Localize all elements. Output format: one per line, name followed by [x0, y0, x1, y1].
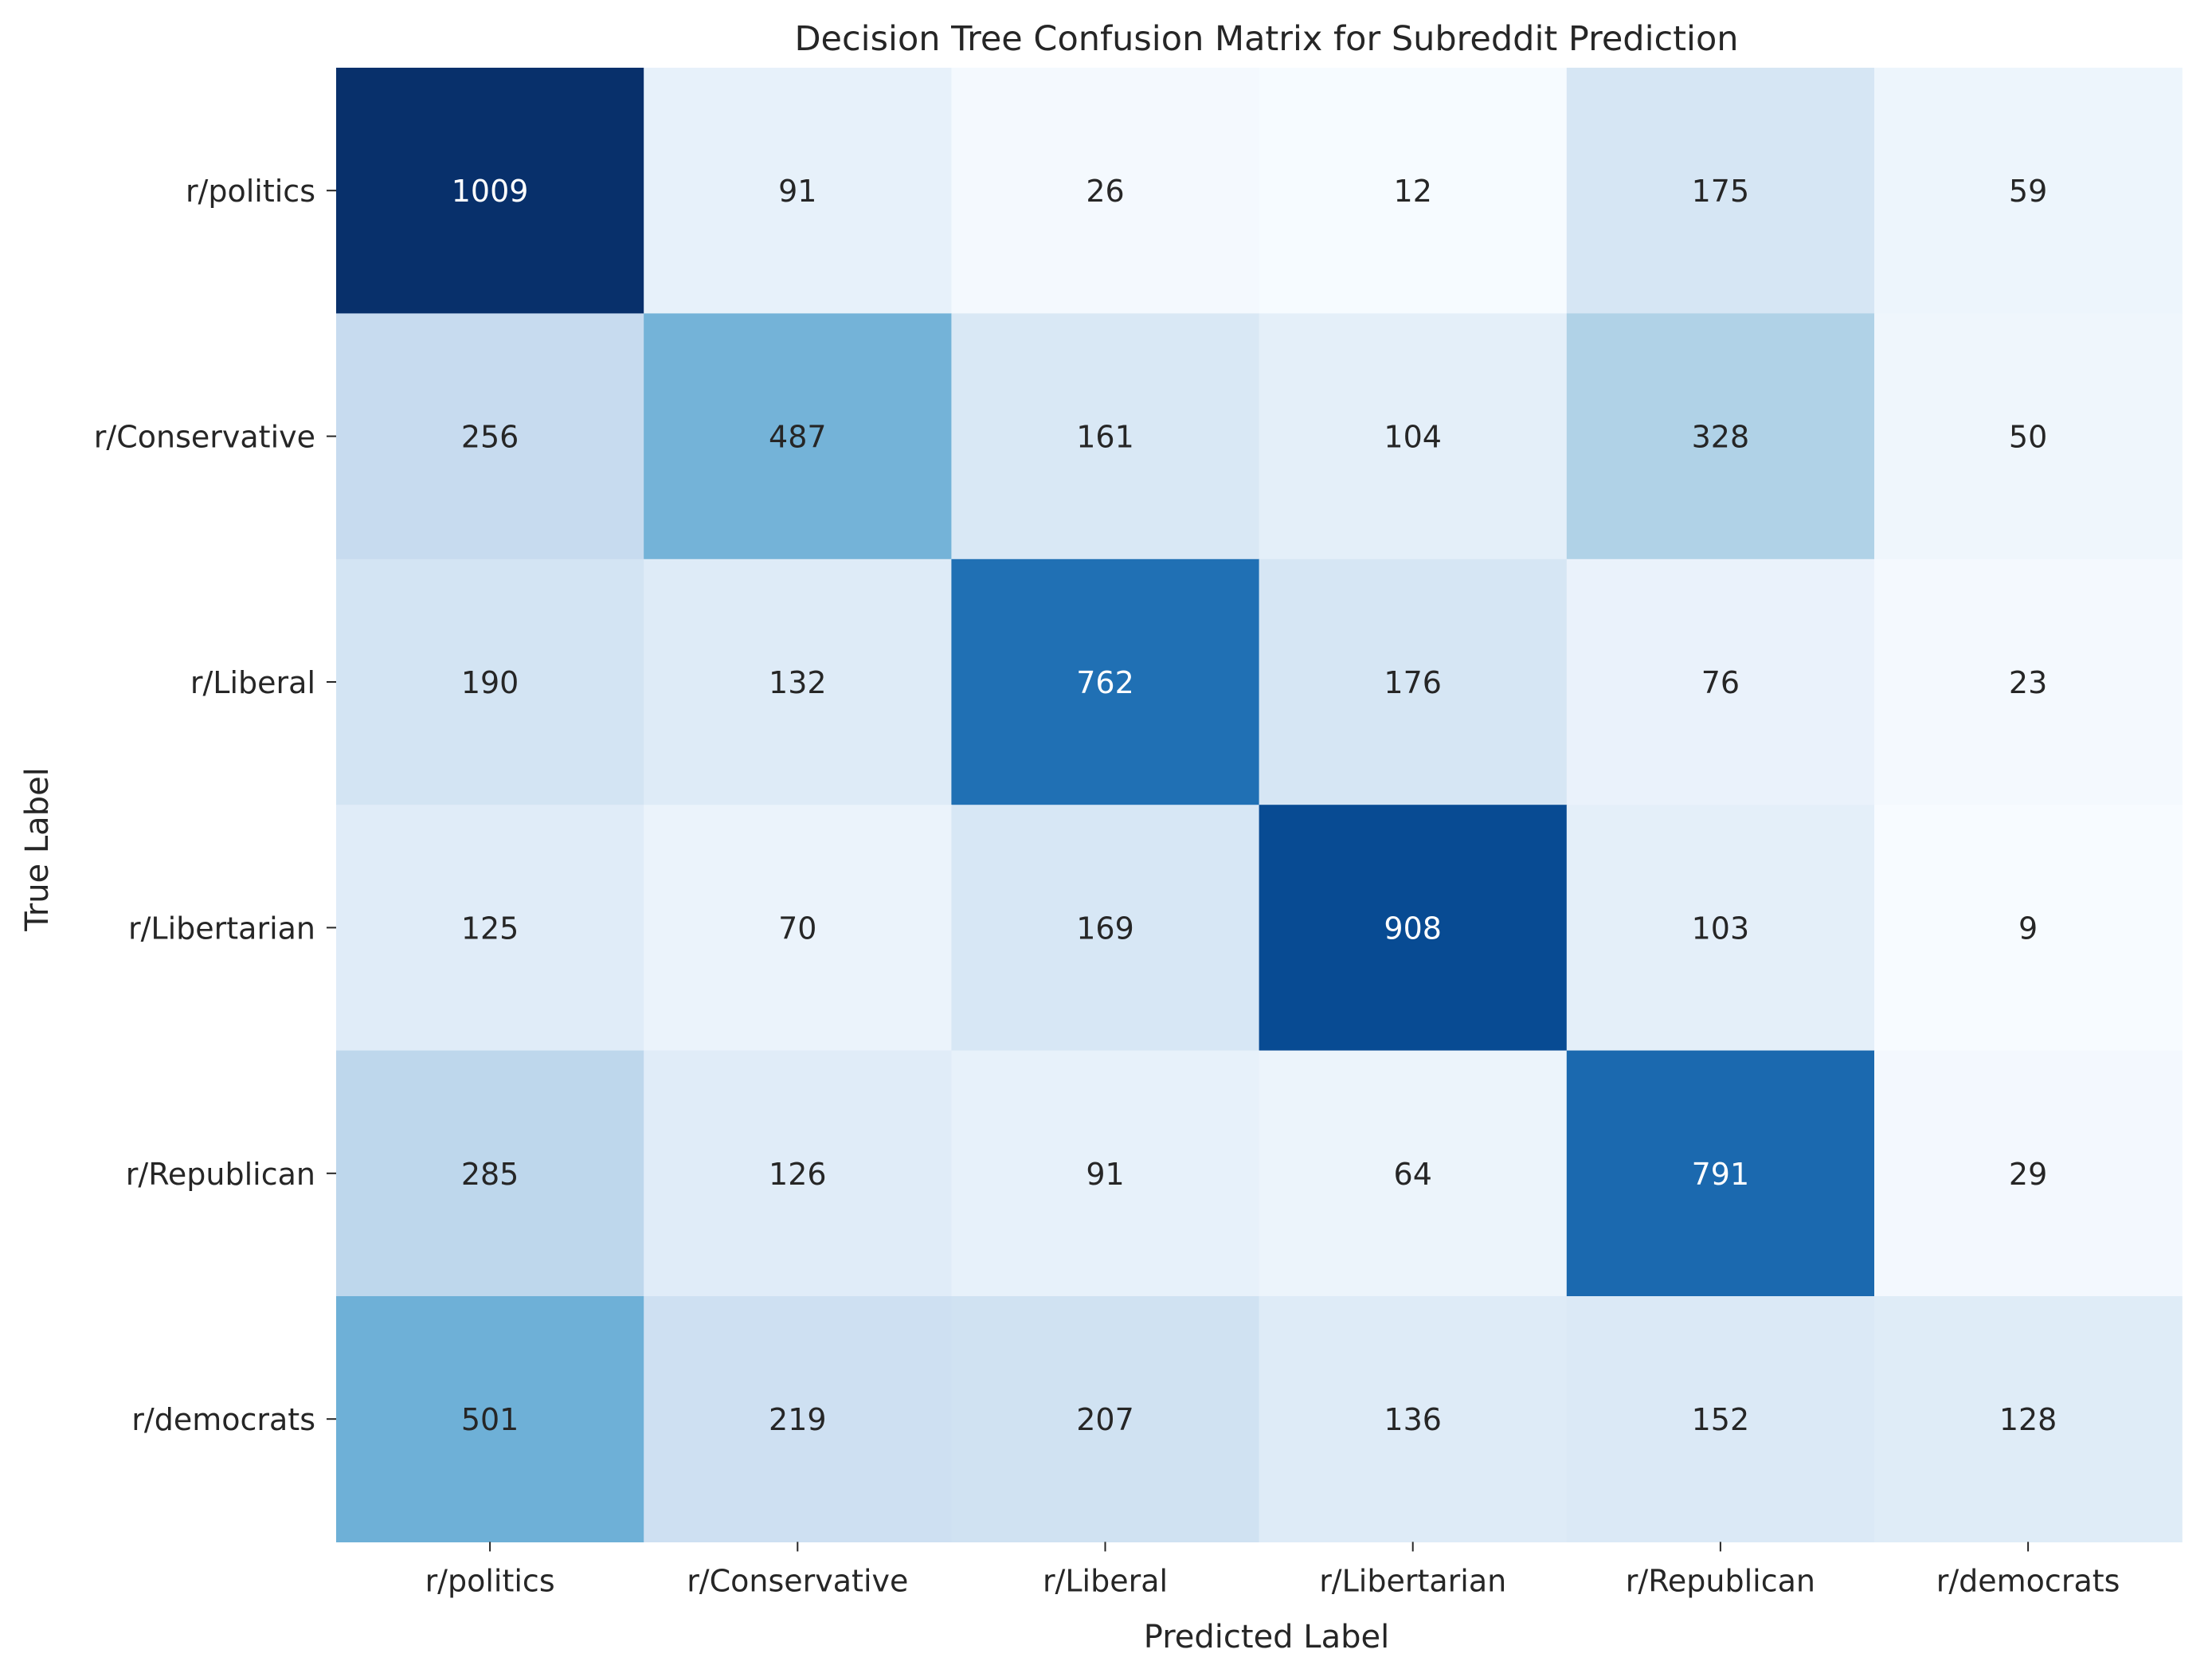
heatmap-cell [1874, 1296, 2183, 1542]
x-tick-label: r/Republican [1626, 1563, 1815, 1598]
y-tick-label: r/Liberal [190, 665, 315, 700]
cell-value-label: 23 [2009, 665, 2047, 700]
x-tick-label: r/Libertarian [1319, 1563, 1506, 1598]
cell-value-label: 791 [1692, 1157, 1750, 1192]
cell-value-label: 29 [2009, 1157, 2047, 1192]
heatmap-cell [1566, 805, 1875, 1052]
y-axis-label: True Label [19, 767, 56, 932]
cell-value-label: 26 [1086, 174, 1124, 209]
heatmap-cell [951, 1296, 1260, 1542]
cell-value-label: 285 [461, 1157, 519, 1192]
heatmap-cell [1874, 558, 2183, 805]
heatmap-cell [644, 313, 952, 560]
cell-value-label: 50 [2009, 420, 2047, 455]
heatmap-cell [336, 313, 644, 560]
heatmap-cell [951, 805, 1260, 1052]
heatmap-cell [1566, 1050, 1875, 1297]
cell-value-label: 175 [1692, 174, 1750, 209]
heatmap-cell [336, 558, 644, 805]
heatmap-cell [951, 1050, 1260, 1297]
cell-value-label: 103 [1692, 911, 1750, 946]
y-tick-label: r/politics [186, 174, 315, 209]
heatmap-cell [951, 313, 1260, 560]
cell-value-label: 176 [1384, 665, 1442, 700]
heatmap-cell [644, 558, 952, 805]
x-tick-label: r/democrats [1936, 1563, 2120, 1598]
heatmap-cell [1874, 313, 2183, 560]
cell-value-label: 328 [1692, 420, 1750, 455]
cell-value-label: 501 [461, 1402, 519, 1437]
cell-value-label: 12 [1394, 174, 1432, 209]
heatmap-cell [951, 558, 1260, 805]
heatmap-cell [1566, 313, 1875, 560]
cell-value-label: 132 [769, 665, 827, 700]
heatmap-cell [644, 68, 952, 314]
heatmap-cell [1874, 805, 2183, 1052]
y-tick-label: r/Republican [126, 1157, 315, 1192]
x-tick-label: r/politics [425, 1563, 555, 1598]
y-axis-ticks: r/politics r/Conservative r/Liberal r/Liber… [94, 174, 336, 1437]
cell-value-label: 64 [1394, 1157, 1432, 1192]
heatmap-cell [1874, 1050, 2183, 1297]
heatmap-cell [1259, 805, 1568, 1052]
cell-value-label: 136 [1384, 1402, 1442, 1437]
heatmap-cell [1259, 558, 1568, 805]
cell-value-label: 104 [1384, 420, 1442, 455]
y-tick-label: r/Libertarian [128, 911, 315, 946]
cell-value-label: 256 [461, 420, 519, 455]
heatmap-cell [1259, 68, 1568, 314]
heatmap-cell [336, 68, 644, 314]
heatmap-cell [336, 805, 644, 1052]
cell-value-label: 59 [2009, 174, 2047, 209]
cell-value-label: 128 [1999, 1402, 2057, 1437]
cell-value-label: 91 [1086, 1157, 1124, 1192]
x-tick-label: r/Conservative [687, 1563, 908, 1598]
heatmap-cell [1259, 1296, 1568, 1542]
heatmap-cell [1259, 1050, 1568, 1297]
chart-title: Decision Tree Confusion Matrix for Subre… [794, 19, 1738, 59]
cell-value-label: 126 [769, 1157, 827, 1192]
heatmap-cell [644, 805, 952, 1052]
heatmap-cell [1566, 68, 1875, 314]
heatmap-cell [951, 68, 1260, 314]
x-axis-ticks: r/politics r/Conservative r/Liberal r/Liber… [425, 1542, 2120, 1598]
heatmap-cell [1874, 68, 2183, 314]
heatmap-cell [1566, 558, 1875, 805]
y-tick-label: r/democrats [131, 1402, 315, 1437]
cell-value-label: 219 [769, 1402, 827, 1437]
cell-value-label: 487 [769, 420, 827, 455]
heatmap-cell [644, 1296, 952, 1542]
cell-value-label: 9 [2018, 911, 2038, 946]
heatmap-cell [1566, 1296, 1875, 1542]
cell-value-label: 91 [778, 174, 816, 209]
x-axis-label: Predicted Label [1144, 1619, 1389, 1655]
cell-value-label: 169 [1076, 911, 1134, 946]
cell-value-label: 76 [1701, 665, 1740, 700]
cell-value-label: 207 [1076, 1402, 1134, 1437]
heatmap-cell [1259, 313, 1568, 560]
cell-value-label: 908 [1384, 911, 1442, 946]
cell-value-label: 1009 [452, 174, 529, 209]
cell-value-label: 70 [778, 911, 816, 946]
cell-value-label: 161 [1076, 420, 1134, 455]
heatmap-cell [336, 1296, 644, 1542]
cell-value-label: 762 [1076, 665, 1134, 700]
heatmap-cell [644, 1050, 952, 1297]
cell-value-label: 152 [1692, 1402, 1750, 1437]
cell-value-label: 190 [461, 665, 519, 700]
y-tick-label: r/Conservative [94, 420, 315, 455]
heatmap-cell [336, 1050, 644, 1297]
heatmap-cells [336, 68, 2183, 1542]
x-tick-label: r/Liberal [1043, 1563, 1168, 1598]
cell-value-label: 125 [461, 911, 519, 946]
